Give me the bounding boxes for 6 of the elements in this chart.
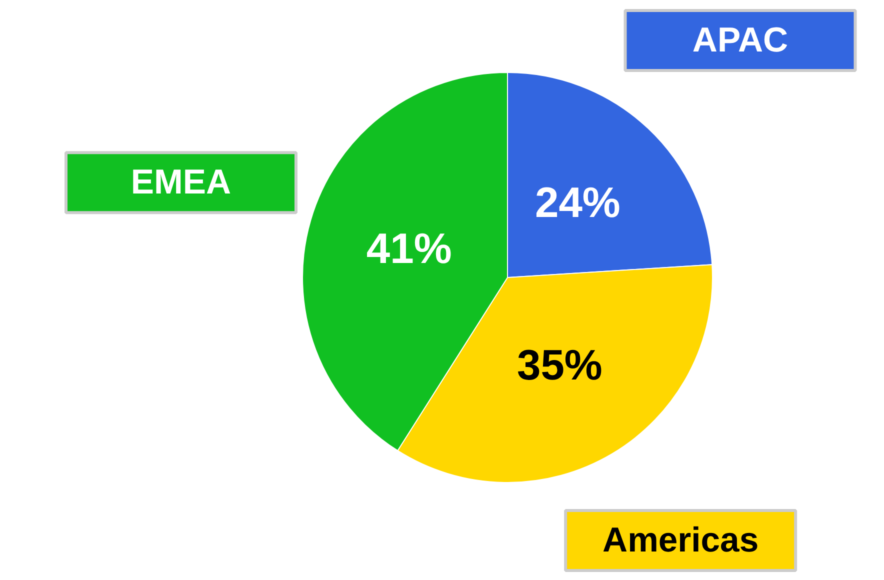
slice-label: APAC (692, 22, 788, 60)
slice-label: Americas (602, 522, 759, 560)
data-label: 41% (366, 224, 452, 273)
data-label: 35% (516, 342, 602, 390)
data-label: 24% (534, 178, 620, 227)
slice-label: EMEA (130, 164, 232, 202)
